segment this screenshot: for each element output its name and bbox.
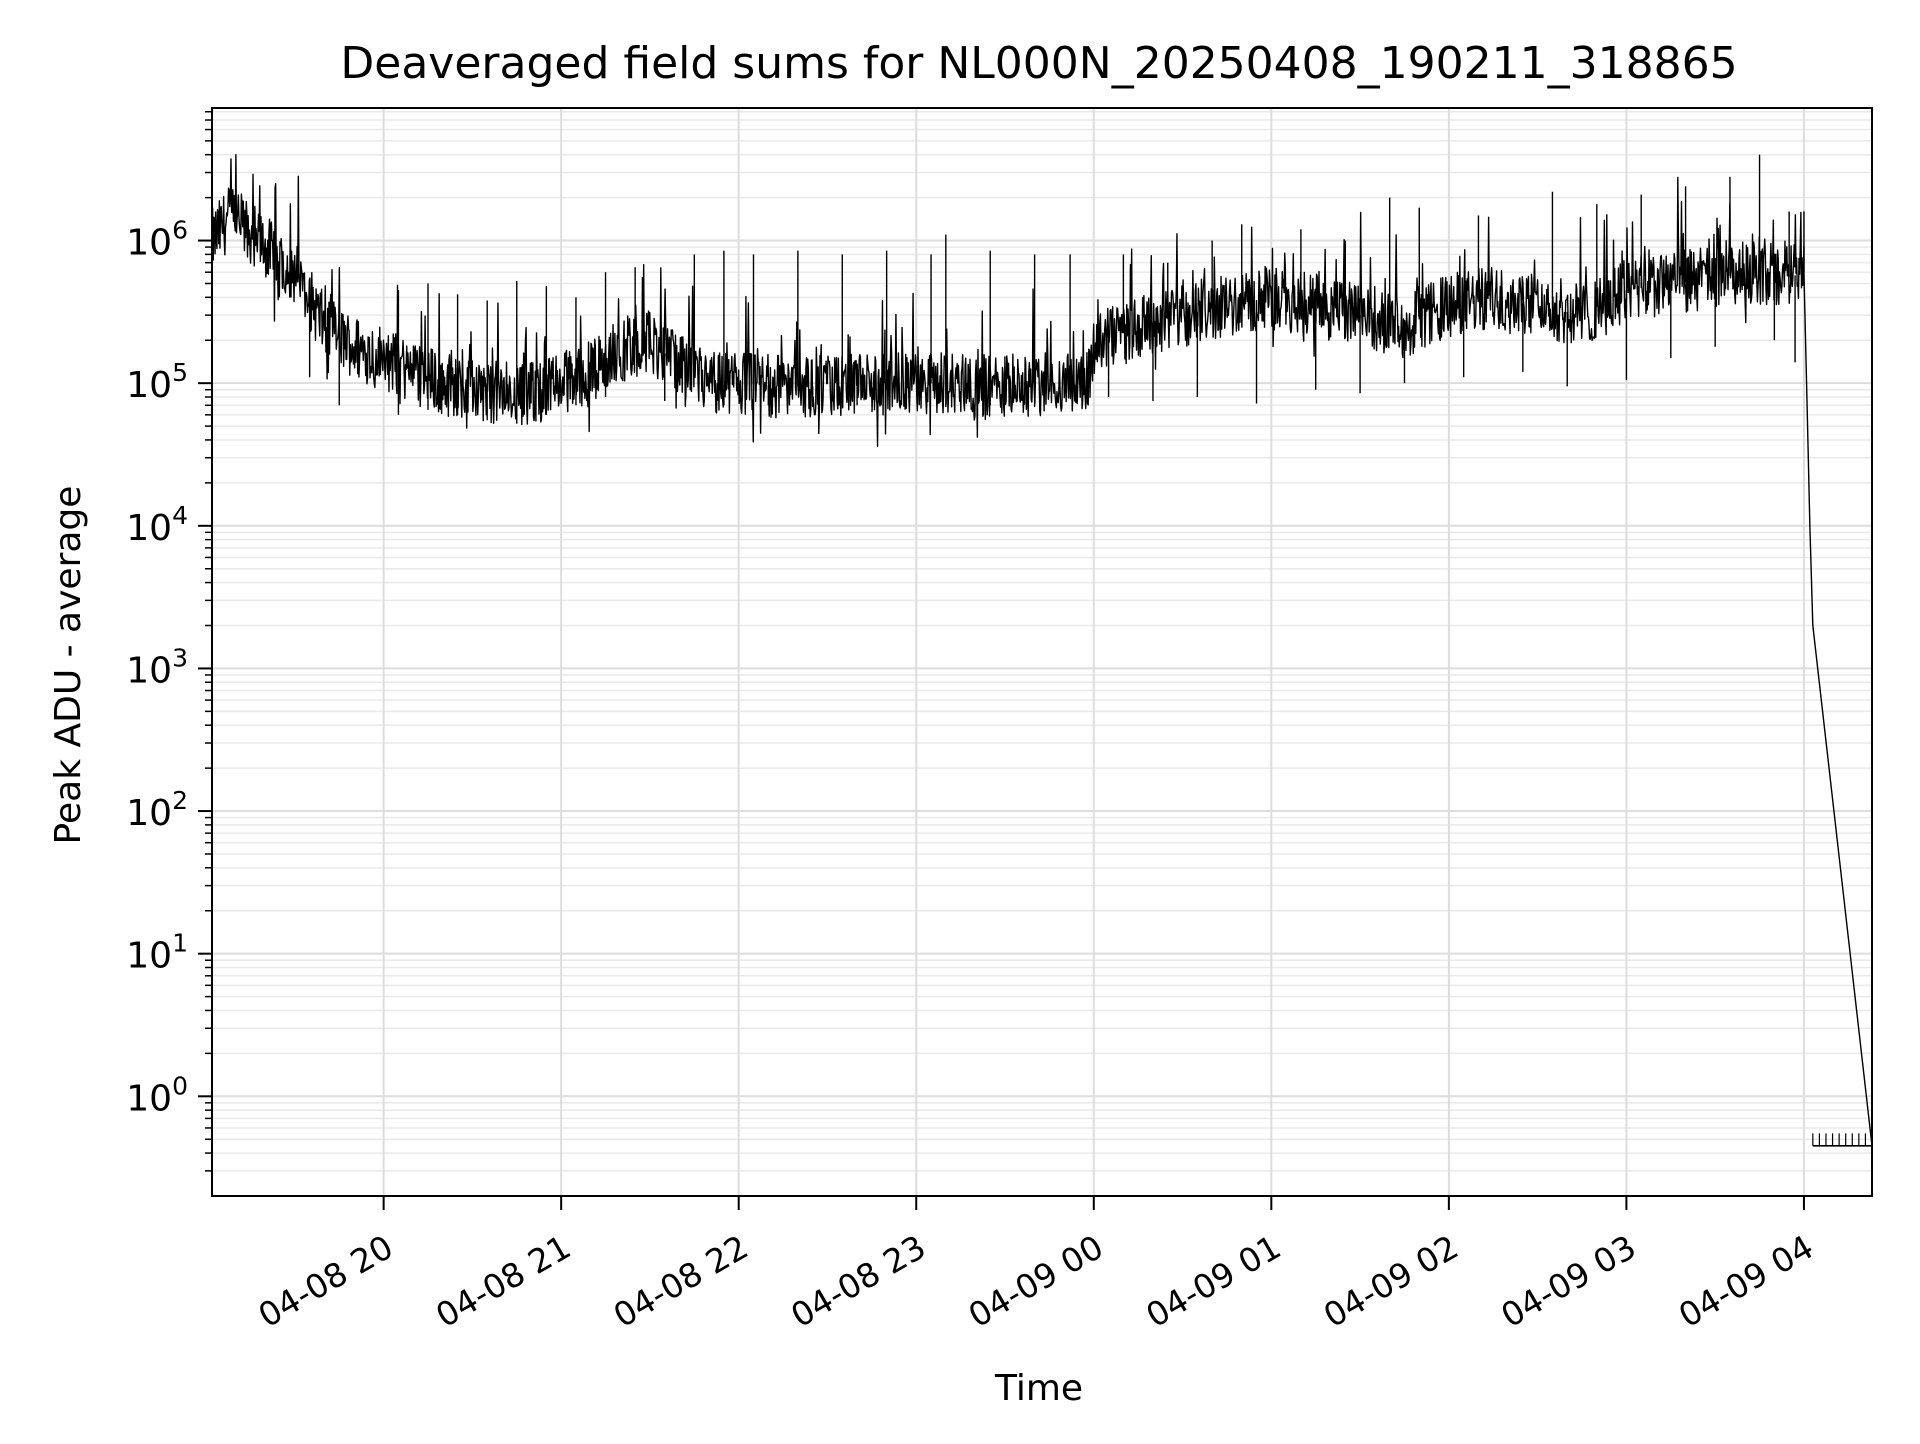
y-tick-label: 104 (126, 501, 188, 549)
y-tick-label: 105 (126, 358, 188, 406)
minor-grid (212, 111, 1872, 1172)
y-axis-label: Peak ADU - average (48, 486, 89, 845)
y-axis-ticks: 100 101 102 103 104 105 106 (126, 111, 212, 1172)
plot-frame (211, 107, 1873, 1197)
y-tick-label: 100 (126, 1071, 188, 1119)
x-axis-label: Time (994, 1368, 1083, 1409)
y-tick-label: 101 (126, 929, 188, 977)
y-tick-label: 102 (126, 786, 188, 834)
y-tick-label: 106 (126, 216, 188, 264)
series-line (211, 154, 1873, 1146)
plot-series (211, 154, 1873, 1147)
chart-title: Deaveraged field sums for NL000N_2025040… (340, 38, 1737, 89)
y-tick-label: 103 (126, 643, 188, 691)
